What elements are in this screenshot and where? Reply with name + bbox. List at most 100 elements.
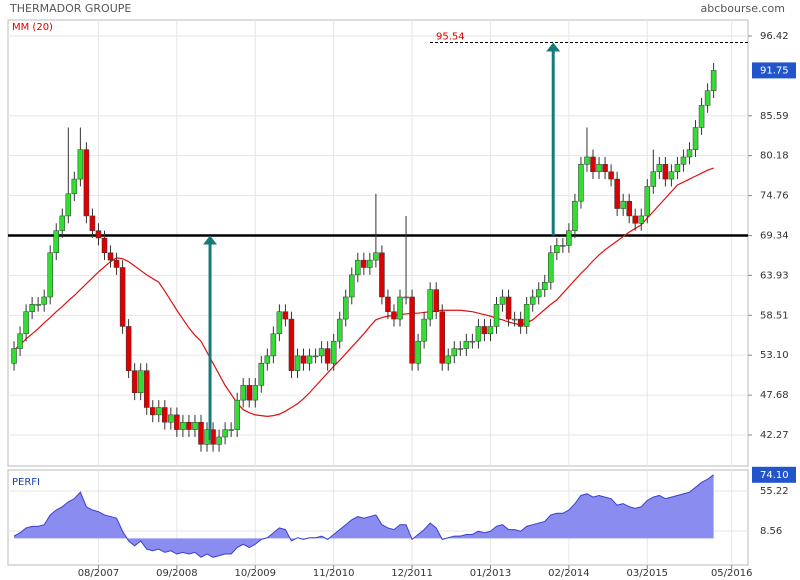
candle-body — [391, 311, 397, 320]
y-tick-label: 63.93 — [760, 270, 789, 281]
candle-body — [632, 215, 638, 224]
candle-body — [662, 164, 669, 180]
candle-body — [656, 164, 663, 172]
last-price-box — [752, 62, 796, 79]
y-tick-label: 74.76 — [760, 191, 789, 202]
candle-body — [698, 105, 705, 128]
candle-body — [258, 363, 265, 386]
candle-body — [252, 385, 259, 401]
candle-body — [674, 164, 681, 172]
candle-body — [125, 326, 132, 371]
candle-body — [505, 296, 512, 320]
candle-body — [439, 311, 445, 364]
legend-entry: MM (20) — [12, 22, 53, 33]
candle-body — [41, 296, 47, 305]
candle-body — [294, 355, 301, 371]
arrow-head — [546, 42, 561, 52]
candle-body — [373, 252, 379, 261]
candle-body — [349, 274, 355, 298]
candle-body — [137, 370, 144, 394]
y-tick-label: 96.42 — [760, 31, 789, 42]
y-tick-label: 47.68 — [760, 390, 789, 401]
candle-body — [47, 252, 53, 298]
arrow-head — [203, 235, 218, 245]
candle-body — [704, 90, 711, 106]
candle-body — [529, 296, 536, 305]
candle-body — [342, 296, 349, 320]
candle-body — [198, 421, 204, 445]
candle-body — [180, 421, 186, 430]
candle-body — [499, 296, 506, 305]
candle-body — [517, 318, 524, 327]
candle-body — [162, 407, 168, 423]
candle-body — [246, 385, 252, 401]
candle-body — [614, 178, 620, 209]
y-tick-label: 53.10 — [760, 350, 789, 361]
candle-body — [710, 70, 717, 91]
candle-body — [288, 318, 295, 371]
perfi-line — [13, 474, 714, 558]
chart-title: THERMADOR GROUPE — [9, 2, 131, 15]
candle-body — [523, 304, 530, 327]
candle-body — [409, 296, 415, 364]
candle-body — [53, 230, 59, 254]
candle-body — [638, 215, 645, 224]
candle-body — [596, 164, 602, 172]
perfi-label: PERFI — [12, 477, 40, 488]
moving-average — [13, 167, 714, 417]
candle-body — [367, 259, 373, 268]
x-tick-label: 10/2009 — [234, 568, 276, 579]
candle-body — [228, 429, 234, 431]
candle-body — [481, 326, 488, 335]
candle-body — [29, 304, 35, 312]
perfi-last-box — [752, 466, 796, 483]
candle-body — [560, 245, 566, 247]
candle-body — [17, 333, 23, 349]
candle-body — [95, 230, 102, 239]
candle-body — [668, 171, 675, 180]
candle-body — [324, 348, 331, 364]
candle-body — [602, 164, 608, 172]
x-tick-label: 09/2008 — [156, 568, 198, 579]
candle-body — [433, 289, 439, 312]
x-tick-label: 03/2015 — [627, 568, 669, 579]
y-tick-label: 80.18 — [760, 151, 789, 162]
candle-body — [686, 149, 693, 158]
candle-body — [23, 311, 29, 335]
candle-body — [168, 414, 174, 423]
candle-body — [493, 304, 500, 327]
y-tick-label: 85.59 — [760, 111, 789, 122]
candle-body — [186, 421, 192, 430]
candle-body — [300, 355, 307, 364]
candle-body — [608, 171, 614, 180]
candle-body — [222, 429, 228, 438]
price-panel — [7, 19, 749, 467]
candle-body — [680, 156, 687, 165]
y-tick-label: 58.51 — [760, 310, 789, 321]
candle-body — [143, 370, 150, 408]
candle-body — [535, 289, 542, 298]
y-tick-label: 69.34 — [760, 231, 789, 242]
candle-body — [584, 156, 590, 165]
candle-body — [451, 348, 458, 357]
candle-body — [240, 385, 246, 401]
candle-body — [463, 340, 470, 349]
candle-body — [312, 355, 319, 358]
candle-body — [71, 178, 78, 195]
candle-body — [264, 355, 271, 364]
candle-body — [101, 237, 108, 254]
candle-body — [355, 259, 361, 276]
candle-body — [361, 259, 367, 268]
candle-body — [77, 149, 84, 180]
candle-body — [572, 200, 578, 231]
candle-body — [11, 348, 17, 364]
candle-body — [403, 296, 409, 299]
candle-body — [59, 215, 66, 231]
candle-body — [113, 259, 120, 268]
perfi-area — [14, 474, 714, 558]
candle-body — [644, 186, 651, 217]
candle-body — [548, 252, 554, 283]
candle-body — [415, 340, 421, 364]
